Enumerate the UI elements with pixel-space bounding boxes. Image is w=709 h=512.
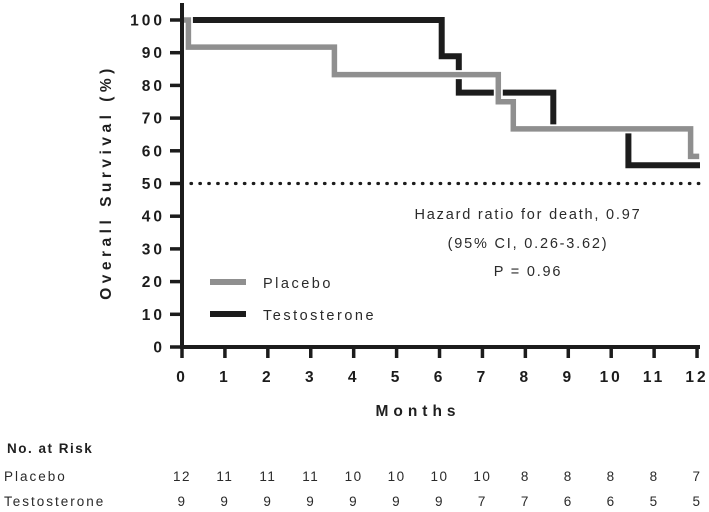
risk-value-placebo-month-10: 8 (606, 469, 616, 484)
y-tick-label-70: 70 (142, 111, 165, 128)
y-tick-label-90: 90 (142, 45, 165, 62)
testosterone-curve (182, 17, 700, 169)
risk-value-placebo-month-5: 10 (387, 469, 406, 484)
x-axis-title: Months (375, 403, 461, 420)
risk-value-testosterone-month-5: 9 (392, 494, 402, 509)
x-tick-label-12: 12 (685, 369, 708, 386)
x-tick-label-8: 8 (520, 369, 532, 386)
risk-value-testosterone-month-6: 9 (435, 494, 445, 509)
risk-value-placebo-month-11: 8 (649, 469, 659, 484)
x-tick-label-2: 2 (262, 369, 274, 386)
risk-value-testosterone-month-3: 9 (306, 494, 316, 509)
risk-value-placebo-month-3: 11 (302, 469, 320, 484)
legend-label-testosterone: Testosterone (263, 308, 377, 324)
x-tick-label-1: 1 (219, 369, 231, 386)
risk-value-testosterone-month-9: 6 (563, 494, 573, 509)
y-tick-label-60: 60 (142, 143, 165, 160)
risk-value-placebo-month-9: 8 (563, 469, 573, 484)
x-tick-label-11: 11 (643, 369, 665, 386)
risk-value-testosterone-month-11: 5 (649, 494, 659, 509)
y-tick-label-30: 30 (142, 241, 165, 258)
risk-value-testosterone-month-8: 7 (520, 494, 530, 509)
risk-value-placebo-month-8: 8 (520, 469, 530, 484)
legend-swatch-testosterone (210, 311, 246, 317)
risk-value-placebo-month-6: 10 (430, 469, 449, 484)
risk-value-placebo-month-0: 12 (172, 469, 192, 484)
y-tick-label-40: 40 (142, 209, 165, 226)
annotation-confidence-interval: (95% CI, 0.26-3.62) (447, 236, 609, 252)
x-tick-label-9: 9 (562, 369, 574, 386)
risk-table-title: No. at Risk (7, 441, 94, 456)
risk-value-testosterone-month-7: 7 (477, 494, 487, 509)
legend-label-placebo: Placebo (263, 276, 333, 292)
risk-value-placebo-month-12: 7 (692, 469, 702, 484)
x-tick-label-7: 7 (477, 369, 489, 386)
risk-value-testosterone-month-4: 9 (349, 494, 359, 509)
risk-value-placebo-month-2: 11 (259, 469, 277, 484)
risk-value-placebo-month-1: 11 (216, 469, 234, 484)
y-tick-label-20: 20 (142, 274, 165, 291)
x-tick-label-4: 4 (348, 369, 360, 386)
x-tick-label-3: 3 (305, 369, 317, 386)
x-tick-label-5: 5 (391, 369, 403, 386)
risk-row-label-placebo: Placebo (4, 469, 67, 484)
risk-value-testosterone-month-2: 9 (263, 494, 273, 509)
y-tick-label-50: 50 (142, 176, 165, 193)
x-tick-label-6: 6 (434, 369, 446, 386)
y-tick-label-0: 0 (153, 340, 165, 357)
y-axis-title: Overall Survival (%) (98, 64, 115, 300)
risk-value-testosterone-month-1: 9 (220, 494, 230, 509)
risk-value-testosterone-month-0: 9 (177, 494, 187, 509)
risk-value-testosterone-month-10: 6 (606, 494, 616, 509)
y-tick-label-80: 80 (142, 78, 165, 95)
risk-row-label-testosterone: Testosterone (4, 494, 106, 509)
x-tick-label-10: 10 (600, 369, 623, 386)
x-tick-label-0: 0 (176, 369, 188, 386)
annotation-p-value: P = 0.96 (493, 264, 563, 280)
risk-value-testosterone-month-12: 5 (692, 494, 702, 509)
annotation-hazard-ratio: Hazard ratio for death, 0.97 (414, 207, 642, 223)
risk-value-placebo-month-4: 10 (344, 469, 363, 484)
y-tick-label-10: 10 (142, 307, 165, 324)
legend-swatch-placebo (210, 279, 246, 285)
risk-value-placebo-month-7: 10 (473, 469, 492, 484)
y-tick-label-100: 100 (130, 13, 165, 30)
placebo-curve (182, 17, 700, 160)
